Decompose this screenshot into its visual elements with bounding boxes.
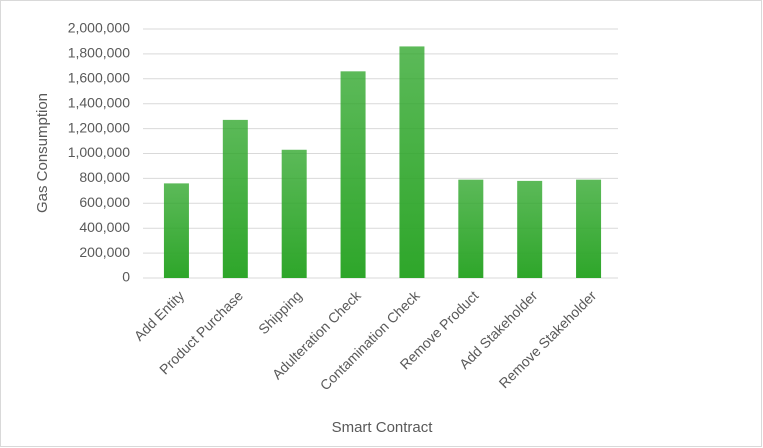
y-tick-label: 800,000 <box>79 169 130 185</box>
bar <box>163 183 189 278</box>
y-tick-label: 400,000 <box>79 219 130 235</box>
bar <box>222 119 248 278</box>
y-tick-label: 1,600,000 <box>68 70 130 86</box>
y-tick-label: 200,000 <box>79 244 130 260</box>
x-axis-title: Smart Contract <box>332 419 434 436</box>
y-axis-title: Gas Consumption <box>34 93 51 213</box>
y-tick-label: 0 <box>122 269 130 285</box>
y-tick-label: 600,000 <box>79 194 130 210</box>
bar <box>517 180 543 278</box>
bar <box>458 179 484 278</box>
y-tick-label: 2,000,000 <box>68 20 130 36</box>
bar <box>281 149 307 278</box>
y-tick-label: 1,800,000 <box>68 45 130 61</box>
bar <box>340 71 366 278</box>
y-tick-label: 1,400,000 <box>68 94 130 110</box>
y-tick-label: 1,200,000 <box>68 119 130 135</box>
y-tick-label: 1,000,000 <box>68 144 130 160</box>
bar <box>399 46 425 279</box>
bar <box>576 179 602 278</box>
